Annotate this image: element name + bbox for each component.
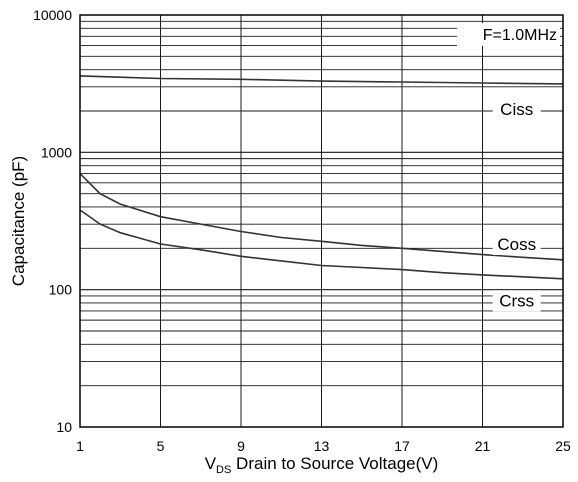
- y-tick-label: 1000: [41, 144, 72, 160]
- tick-layer: 10 100 1000 10000 1 5 9 13 17 21 25: [33, 7, 571, 454]
- x-axis-title-subscript: DS: [216, 464, 231, 476]
- annotation-box: F=1.0MHz: [457, 23, 560, 46]
- annotation-background: [457, 23, 560, 46]
- series-line-ciss: [79, 75, 564, 85]
- y-axis-title: Capacitance (pF): [9, 156, 28, 286]
- x-tick-label: 9: [237, 438, 245, 454]
- x-tick-label: 13: [314, 438, 330, 454]
- plot-frame: [79, 14, 564, 428]
- label-layer: Ciss Coss Crss: [492, 98, 541, 312]
- x-tick-label: 21: [475, 438, 491, 454]
- y-tick-label: 100: [49, 282, 73, 298]
- series-line-crss: [79, 209, 564, 280]
- series-label-ciss: Ciss: [500, 100, 533, 119]
- x-tick-label: 5: [157, 438, 165, 454]
- frequency-annotation: F=1.0MHz: [483, 27, 557, 44]
- series-label-crss: Crss: [499, 291, 534, 310]
- x-axis-title-prefix: V: [205, 454, 217, 473]
- y-tick-label: 10: [56, 419, 72, 435]
- series-label-bg-ciss: [492, 98, 541, 120]
- series-label-coss: Coss: [497, 235, 536, 254]
- grid-layer: [79, 15, 564, 427]
- x-axis-title-suffix: Drain to Source Voltage(V): [231, 454, 438, 473]
- series-label-bg-coss: [492, 234, 541, 256]
- series-layer: [79, 75, 564, 280]
- y-tick-label: 10000: [33, 7, 72, 23]
- series-line-coss: [79, 173, 564, 261]
- x-tick-label: 17: [394, 438, 410, 454]
- x-tick-label: 1: [76, 438, 84, 454]
- x-tick-label: 25: [555, 438, 571, 454]
- x-axis-title: VDS Drain to Source Voltage(V): [205, 454, 439, 476]
- series-label-bg-crss: [492, 290, 541, 312]
